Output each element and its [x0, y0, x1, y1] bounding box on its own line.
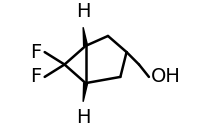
Polygon shape — [83, 27, 88, 46]
Text: F: F — [30, 67, 42, 86]
Polygon shape — [83, 83, 88, 102]
Text: F: F — [30, 43, 42, 62]
Text: OH: OH — [151, 67, 181, 86]
Text: H: H — [76, 108, 90, 127]
Text: H: H — [76, 2, 90, 21]
